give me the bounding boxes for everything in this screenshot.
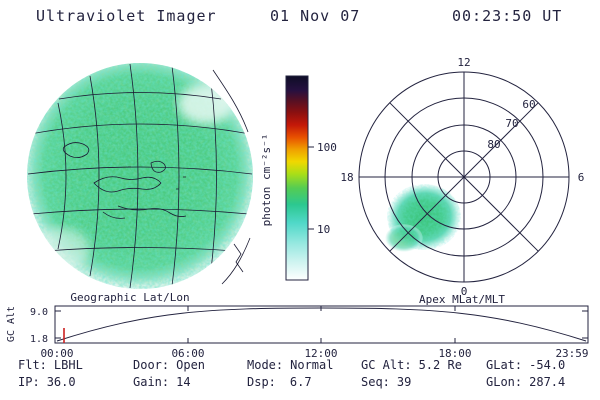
colorbar-gradient	[285, 75, 309, 281]
earth-disk-panel	[27, 63, 253, 289]
coastline-path	[62, 142, 90, 158]
status-flt-label: Flt:	[18, 358, 47, 372]
status-row-1: Flt: LBHL Door: Open Mode: Normal GC Alt: 5.…	[18, 358, 565, 372]
x-tick-label-1800: 18:00	[438, 347, 471, 360]
status-gc-alt-value: 5.2 Re	[419, 358, 462, 372]
status-dsp-value: 6.7	[290, 375, 312, 389]
coastline-path	[102, 211, 126, 219]
grid-meridian	[171, 65, 180, 287]
status-row-2: IP: 36.0 Gain: 14 Dsp: 6.7 Seq: 39 GLon: 287.…	[18, 375, 565, 389]
grid-meridian	[89, 75, 100, 277]
status-glon-label: GLon:	[486, 375, 522, 389]
colorbar-tick-label-100: 100	[317, 141, 337, 154]
status-glat-label: GLat:	[486, 358, 522, 372]
y-axis-title: GC Alt	[6, 306, 17, 342]
left-panel-caption: Geographic Lat/Lon	[70, 291, 189, 304]
grid-meridian	[57, 102, 67, 250]
grid-parallel	[30, 208, 250, 215]
gc-alt-strip-chart: 9.0 1.8 GC Alt 00:00 06:00 12:00 18:00 2…	[6, 305, 589, 360]
geo-grid	[27, 63, 253, 289]
colorbar-units-label: photon cm⁻²s⁻¹	[260, 134, 273, 227]
coastline-beyond-limb	[212, 69, 249, 133]
header-date: 01 Nov 07	[270, 7, 360, 25]
coastlines	[62, 142, 187, 219]
status-glat: GLat: -54.0	[486, 358, 565, 372]
mlat-label-60: 60	[522, 98, 535, 111]
header-time: 00:23:50 UT	[452, 7, 562, 25]
mlt-label-0: 0	[461, 285, 468, 298]
grid-parallel	[27, 166, 253, 175]
grid-parallel	[58, 92, 222, 100]
status-door: Door: Open	[133, 358, 205, 372]
coastline-path	[117, 205, 187, 217]
status-gain-label: Gain:	[133, 375, 169, 389]
status-glon-value: 287.4	[529, 375, 565, 389]
grid-parallel	[44, 247, 236, 252]
colorbar: 100 10 photon cm⁻²s⁻¹	[260, 75, 337, 281]
disk-speckle-texture	[27, 63, 253, 289]
status-door-label: Door:	[133, 358, 169, 372]
polar-panel-caption: Apex MLat/MLT	[419, 293, 505, 306]
grid-parallel	[29, 123, 251, 135]
status-gain-value: 14	[176, 375, 190, 389]
status-seq-value: 39	[397, 375, 411, 389]
colorbar-tick-label-10: 10	[317, 223, 330, 236]
coastline-path	[93, 176, 162, 193]
limb-bright-patch	[178, 84, 234, 124]
coastline-islets	[128, 166, 186, 190]
status-gc-alt-label: GC Alt:	[361, 358, 412, 372]
status-ip-value: 36.0	[47, 375, 76, 389]
status-seq: Seq: 39	[361, 375, 411, 389]
status-ip: IP: 36.0	[18, 375, 76, 389]
mlt-label-6: 6	[578, 171, 585, 184]
x-tick-label-2359: 23:59	[555, 347, 588, 360]
page-title: Ultraviolet Imager	[36, 7, 217, 25]
coastline-beyond-limb	[233, 243, 244, 273]
x-tick-label-0000: 00:00	[40, 347, 73, 360]
polar-grid	[358, 71, 570, 283]
status-glat-value: -54.0	[529, 358, 565, 372]
grid-meridian	[210, 81, 217, 271]
status-flt-value: LBHL	[54, 358, 83, 372]
strip-plot-box	[54, 305, 589, 344]
y-tick-label-9: 9.0	[30, 307, 48, 318]
mlt-label-12: 12	[457, 56, 470, 69]
status-seq-label: Seq:	[361, 375, 390, 389]
mlat-label-70: 70	[505, 117, 518, 130]
status-mode-value: Normal	[290, 358, 333, 372]
status-door-value: Open	[176, 358, 205, 372]
x-tick-label-0600: 06:00	[171, 347, 204, 360]
status-gc-alt: GC Alt: 5.2 Re	[361, 358, 462, 372]
gc-alt-curve	[56, 307, 587, 342]
status-dsp: Dsp: 6.7	[247, 375, 312, 389]
status-mode-label: Mode:	[247, 358, 283, 372]
status-gain: Gain: 14	[133, 375, 191, 389]
mlt-label-18: 18	[340, 171, 353, 184]
coastline-path	[150, 160, 166, 173]
status-dsp-label: Dsp:	[247, 375, 276, 389]
grid-meridian	[129, 63, 139, 289]
limb-overlay-lines	[212, 69, 251, 285]
status-flt: Flt: LBHL	[18, 358, 83, 372]
status-glon: GLon: 287.4	[486, 375, 565, 389]
status-ip-label: IP:	[18, 375, 40, 389]
y-tick-label-1-8: 1.8	[30, 334, 48, 345]
x-tick-label-1200: 12:00	[304, 347, 337, 360]
mlt-diagonal	[389, 102, 539, 252]
mlat-label-80: 80	[487, 138, 500, 151]
status-mode: Mode: Normal	[247, 358, 333, 372]
polar-panel: 12 18 6 0 60 70 80	[340, 56, 584, 298]
